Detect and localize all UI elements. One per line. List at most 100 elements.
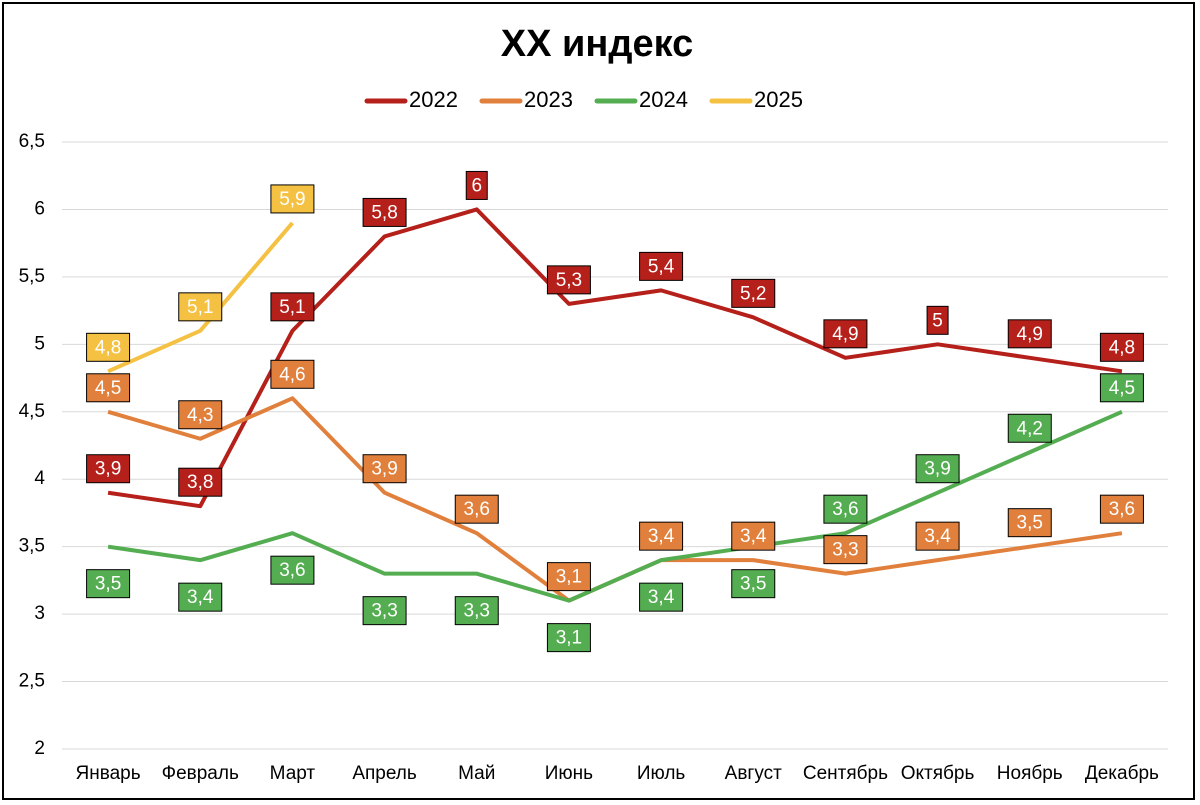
data-label: 6 (471, 175, 482, 196)
data-label-box (926, 305, 949, 335)
data-label-box (465, 170, 488, 200)
data-label: 3,5 (95, 574, 121, 595)
data-label-box (915, 521, 960, 551)
data-label-box (823, 494, 868, 524)
data-label: 5,2 (740, 283, 766, 304)
x-tick-label: Январь (76, 763, 141, 784)
data-label: 3,9 (371, 459, 397, 480)
data-label-box (731, 569, 776, 599)
legend-label: 2023 (524, 87, 573, 112)
data-label-box (915, 454, 960, 484)
data-label: 3,4 (648, 587, 675, 608)
data-label-box (639, 582, 684, 612)
data-label: 3,6 (464, 499, 490, 520)
data-label: 3,6 (279, 560, 305, 581)
data-label: 5,9 (279, 189, 305, 210)
y-tick-label: 3 (34, 603, 45, 624)
x-tick-label: Июль (637, 763, 686, 784)
y-tick-label: 5 (34, 333, 45, 354)
data-label-box (546, 265, 591, 295)
data-label-box (270, 184, 315, 214)
data-label: 3,4 (187, 587, 214, 608)
data-label: 5,1 (187, 297, 213, 318)
data-label-box (1007, 413, 1052, 443)
data-label-box (1007, 319, 1052, 349)
y-tick-label: 4 (34, 468, 45, 489)
data-label-box (1099, 332, 1144, 362)
x-tick-label: Октябрь (901, 763, 975, 784)
data-label-box (1099, 373, 1144, 403)
data-label: 3,4 (648, 526, 675, 547)
data-label-box (270, 359, 315, 389)
data-label: 4,8 (95, 337, 121, 358)
data-label: 4,8 (1109, 337, 1135, 358)
y-tick-label: 2 (34, 738, 45, 759)
x-tick-label: Сентябрь (803, 763, 888, 784)
data-label-box (1007, 508, 1052, 538)
data-label: 5,3 (556, 270, 582, 291)
x-tick-label: Август (725, 763, 782, 784)
y-tick-label: 2,5 (19, 671, 45, 692)
x-tick-label: Декабрь (1085, 763, 1159, 784)
data-label: 3,5 (1017, 513, 1043, 534)
series-line (107, 221, 294, 374)
data-label: 4,3 (187, 405, 213, 426)
y-tick-label: 3,5 (19, 536, 45, 557)
x-tick-label: Май (458, 763, 495, 784)
data-label: 5,8 (371, 202, 397, 223)
data-label-box (546, 562, 591, 592)
data-label-box (454, 596, 499, 626)
data-label-box (731, 521, 776, 551)
data-label: 3,8 (187, 472, 213, 493)
legend-label: 2025 (754, 87, 803, 112)
x-tick-label: Ноябрь (997, 763, 1063, 784)
data-label-box (639, 521, 684, 551)
data-label: 3,3 (832, 540, 858, 561)
data-label-box (362, 454, 407, 484)
data-label-box (86, 373, 131, 403)
data-label: 3,1 (556, 567, 582, 588)
x-tick-label: Март (270, 763, 316, 784)
legend-label: 2024 (639, 87, 688, 112)
data-label-box (362, 197, 407, 227)
data-label-box (178, 400, 223, 430)
data-label-box (86, 569, 131, 599)
data-label-box (178, 467, 223, 497)
data-label: 3,5 (740, 574, 766, 595)
data-label: 5,4 (648, 256, 675, 277)
data-label-box (823, 535, 868, 565)
data-label-box (546, 623, 591, 653)
y-tick-label: 5,5 (19, 266, 45, 287)
series-line (107, 409, 1123, 603)
data-label: 3,4 (924, 526, 951, 547)
data-label-box (639, 251, 684, 281)
data-label: 3,6 (832, 499, 858, 520)
data-label-box (178, 292, 223, 322)
data-label: 4,6 (279, 364, 305, 385)
data-label-box (270, 555, 315, 585)
data-label: 3,9 (924, 459, 950, 480)
data-label: 4,5 (1109, 378, 1135, 399)
data-label: 4,9 (1017, 324, 1043, 345)
y-tick-label: 6 (34, 198, 45, 219)
data-label-box (86, 454, 131, 484)
data-label: 4,2 (1017, 418, 1043, 439)
data-label-box (823, 319, 868, 349)
data-label: 4,5 (95, 378, 121, 399)
data-label-box (86, 332, 131, 362)
data-label: 4,9 (832, 324, 858, 345)
data-label: 3,9 (95, 459, 121, 480)
data-label: 3,1 (556, 628, 582, 649)
data-label-box (362, 596, 407, 626)
x-tick-label: Апрель (352, 763, 417, 784)
data-label: 5 (932, 310, 943, 331)
y-tick-label: 6,5 (19, 131, 45, 152)
data-label: 3,6 (1109, 499, 1135, 520)
data-label: 3,3 (371, 601, 397, 622)
data-label: 3,3 (464, 601, 490, 622)
data-label-box (454, 494, 499, 524)
data-label: 5,1 (279, 297, 305, 318)
x-tick-label: Февраль (162, 763, 239, 784)
data-label: 3,4 (740, 526, 767, 547)
